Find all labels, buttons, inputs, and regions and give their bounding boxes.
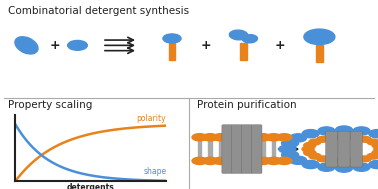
FancyBboxPatch shape — [325, 131, 338, 167]
Ellipse shape — [304, 29, 335, 45]
Bar — [209, 139, 212, 149]
Circle shape — [224, 134, 239, 141]
Bar — [229, 149, 233, 159]
Circle shape — [336, 126, 353, 134]
Circle shape — [302, 160, 319, 169]
Circle shape — [369, 130, 378, 138]
X-axis label: detergents: detergents — [67, 183, 115, 189]
Ellipse shape — [68, 40, 87, 50]
Circle shape — [318, 163, 335, 171]
Circle shape — [372, 150, 378, 156]
Circle shape — [353, 163, 370, 171]
Bar — [198, 139, 201, 149]
Circle shape — [266, 134, 281, 141]
Circle shape — [203, 157, 218, 164]
Circle shape — [309, 139, 321, 145]
Circle shape — [203, 134, 218, 141]
Circle shape — [338, 158, 350, 164]
Circle shape — [369, 160, 378, 169]
Text: +: + — [50, 39, 60, 52]
Circle shape — [245, 157, 260, 164]
FancyBboxPatch shape — [242, 125, 252, 173]
Bar — [282, 139, 286, 149]
Circle shape — [277, 134, 292, 141]
Circle shape — [192, 157, 207, 164]
Circle shape — [359, 156, 371, 162]
FancyBboxPatch shape — [232, 125, 242, 173]
FancyBboxPatch shape — [222, 125, 232, 173]
Circle shape — [359, 136, 371, 142]
Circle shape — [336, 164, 353, 172]
Circle shape — [266, 157, 281, 164]
Circle shape — [282, 151, 299, 159]
Circle shape — [304, 143, 316, 148]
Bar — [262, 149, 265, 159]
Bar — [272, 139, 275, 149]
Bar — [169, 43, 175, 60]
Bar — [198, 149, 201, 159]
Circle shape — [256, 157, 271, 164]
Ellipse shape — [229, 30, 248, 40]
Text: Property scaling: Property scaling — [8, 100, 92, 110]
Bar — [240, 149, 243, 159]
Text: Combinatorial detergent synthesis: Combinatorial detergent synthesis — [8, 6, 189, 16]
Circle shape — [304, 150, 316, 156]
Text: polarity: polarity — [137, 114, 166, 123]
Circle shape — [290, 134, 307, 142]
Ellipse shape — [242, 35, 257, 43]
Circle shape — [213, 134, 228, 141]
Circle shape — [367, 139, 378, 145]
Circle shape — [349, 158, 361, 163]
Circle shape — [245, 134, 260, 141]
Circle shape — [367, 153, 378, 159]
Text: Protein purification: Protein purification — [197, 100, 296, 110]
Ellipse shape — [15, 37, 38, 54]
Circle shape — [349, 135, 361, 140]
Text: +: + — [201, 39, 211, 52]
Circle shape — [234, 134, 249, 141]
Bar — [251, 149, 254, 159]
Circle shape — [302, 146, 314, 152]
Circle shape — [353, 127, 370, 135]
Bar — [209, 149, 212, 159]
Text: +: + — [274, 39, 285, 52]
Circle shape — [327, 158, 339, 163]
Circle shape — [290, 156, 307, 164]
Circle shape — [318, 127, 335, 135]
Bar — [316, 45, 323, 62]
Bar — [219, 149, 222, 159]
Circle shape — [277, 157, 292, 164]
Circle shape — [309, 153, 321, 159]
Circle shape — [372, 143, 378, 148]
Bar — [240, 139, 243, 149]
Circle shape — [317, 136, 329, 142]
Circle shape — [256, 134, 271, 141]
Bar — [262, 139, 265, 149]
Circle shape — [317, 156, 329, 162]
Bar — [219, 139, 222, 149]
Circle shape — [224, 157, 239, 164]
Bar — [229, 139, 233, 149]
Circle shape — [282, 139, 299, 147]
Circle shape — [192, 134, 207, 141]
Circle shape — [327, 135, 339, 140]
Circle shape — [374, 146, 378, 152]
Text: shape: shape — [143, 167, 166, 176]
Bar — [251, 139, 254, 149]
Circle shape — [213, 157, 228, 164]
Ellipse shape — [163, 34, 181, 43]
Circle shape — [338, 134, 350, 140]
Circle shape — [234, 157, 249, 164]
Circle shape — [279, 145, 296, 153]
FancyBboxPatch shape — [350, 131, 362, 167]
Bar — [272, 149, 275, 159]
FancyBboxPatch shape — [338, 131, 350, 167]
Bar — [282, 149, 286, 159]
FancyBboxPatch shape — [251, 125, 262, 173]
Circle shape — [302, 130, 319, 138]
Bar — [240, 43, 247, 60]
